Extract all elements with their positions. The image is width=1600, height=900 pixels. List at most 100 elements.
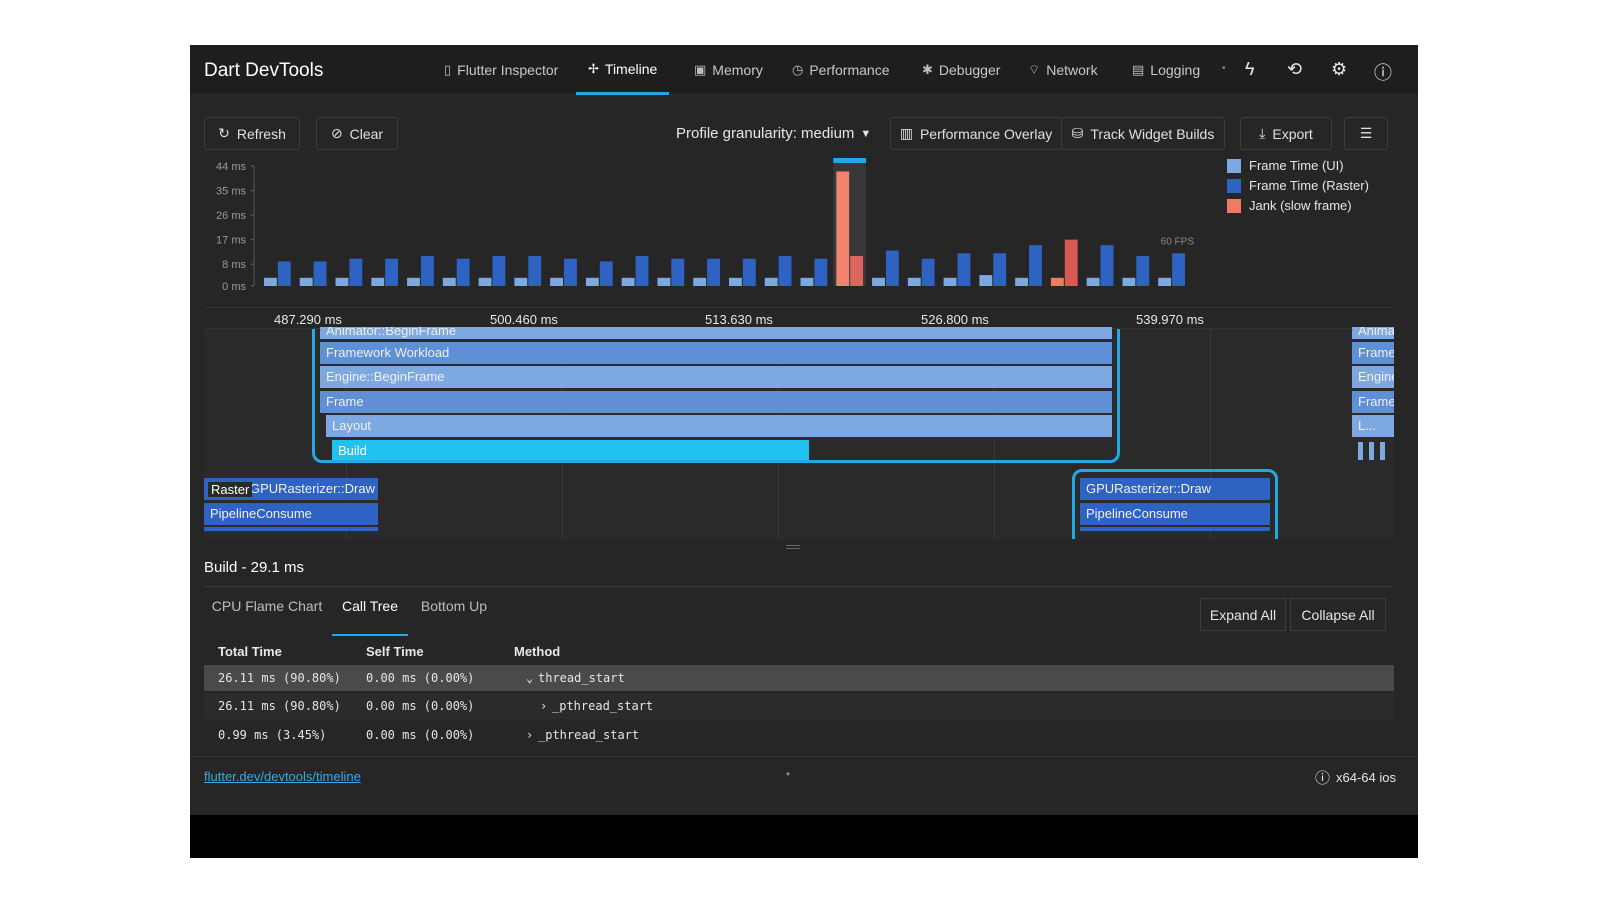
frame-bar-raster[interactable] bbox=[993, 253, 1007, 286]
raster-event-pipeline-left[interactable]: PipelineConsume bbox=[204, 503, 378, 525]
frame-bar-ui[interactable] bbox=[907, 277, 921, 286]
frame-bar-raster[interactable] bbox=[599, 261, 613, 286]
ui-event-layout[interactable]: Layout bbox=[326, 415, 1112, 437]
frame-bar-raster[interactable] bbox=[957, 253, 971, 286]
frame-bar-raster[interactable] bbox=[385, 258, 399, 286]
expand-all-button[interactable]: Expand All bbox=[1200, 598, 1286, 631]
hot-restart-icon[interactable]: ⟲ bbox=[1287, 59, 1303, 79]
frame-bar-ui[interactable] bbox=[585, 277, 599, 286]
frame-bar-ui[interactable] bbox=[299, 277, 313, 286]
frame-bar-ui[interactable] bbox=[371, 277, 385, 286]
ui-event-engine-next[interactable]: Engine: bbox=[1352, 366, 1394, 388]
settings-gear-icon[interactable]: ⚙ bbox=[1331, 59, 1348, 79]
frame-bar-ui[interactable] bbox=[764, 277, 778, 286]
frame-bar-ui[interactable] bbox=[442, 277, 456, 286]
help-icon[interactable]: ⓘ bbox=[1374, 63, 1392, 83]
frame-bar-ui[interactable] bbox=[621, 277, 635, 286]
frame-bar-raster[interactable] bbox=[778, 256, 792, 286]
frame-bar-ui[interactable] bbox=[478, 277, 492, 286]
ui-event-animator-begin-frame[interactable]: Animator::BeginFrame bbox=[320, 327, 1112, 339]
ui-event-build[interactable]: Build bbox=[332, 440, 809, 462]
frame-bar-raster[interactable] bbox=[1100, 245, 1114, 286]
raster-event-pipeline[interactable]: PipelineConsume bbox=[1080, 503, 1270, 525]
frame-bar-ui[interactable] bbox=[1050, 277, 1064, 286]
tab-debugger[interactable]: ✱ Debugger bbox=[922, 45, 1000, 95]
ui-event-engine-begin-frame[interactable]: Engine::BeginFrame bbox=[320, 366, 1112, 388]
frame-bar-ui[interactable] bbox=[407, 277, 420, 286]
table-row[interactable]: 0.99 ms (3.45%) 0.00 ms (0.00%) › _pthre… bbox=[204, 722, 1394, 748]
frame-bar-raster[interactable] bbox=[456, 258, 470, 286]
frame-bar-raster[interactable] bbox=[1029, 245, 1042, 286]
tab-flutter-inspector[interactable]: ▯ Flutter Inspector bbox=[444, 45, 558, 95]
frame-bar-raster[interactable] bbox=[671, 258, 685, 286]
frame-bar-ui[interactable] bbox=[264, 277, 277, 286]
frame-bar-raster[interactable] bbox=[814, 258, 828, 286]
tab-timeline[interactable]: ✢ Timeline bbox=[576, 45, 670, 95]
timeline-settings-button[interactable]: ☰ bbox=[1344, 117, 1388, 150]
frame-bar-ui[interactable] bbox=[1086, 277, 1100, 286]
tab-network[interactable]: ⌔ Network bbox=[1028, 45, 1098, 95]
frame-bar-raster[interactable] bbox=[885, 250, 899, 286]
frame-bar-raster[interactable] bbox=[1172, 253, 1185, 286]
frame-bar-ui[interactable] bbox=[1015, 277, 1029, 286]
collapsed-chevron-icon[interactable]: › bbox=[526, 728, 534, 742]
export-button[interactable]: ⤓ Export bbox=[1240, 117, 1332, 150]
column-header-method[interactable]: Method bbox=[514, 644, 561, 659]
ui-event-small[interactable] bbox=[1358, 442, 1363, 460]
ui-event-framework-workload[interactable]: Framework Workload bbox=[320, 342, 1112, 364]
refresh-button[interactable]: ↻ Refresh bbox=[204, 117, 300, 150]
profile-granularity-dropdown[interactable]: Profile granularity: medium ▼ bbox=[676, 117, 871, 150]
frame-bar-ui[interactable] bbox=[800, 277, 814, 286]
resize-handle-icon[interactable] bbox=[786, 545, 800, 549]
frame-bar-raster[interactable] bbox=[921, 258, 935, 286]
ui-event-animator-next[interactable]: Animat bbox=[1352, 327, 1394, 339]
frame-bar-ui[interactable] bbox=[693, 277, 707, 286]
hot-reload-icon[interactable]: ϟ bbox=[1245, 59, 1255, 79]
frame-bar-raster[interactable] bbox=[492, 256, 506, 286]
frame-bar-ui[interactable] bbox=[979, 275, 993, 286]
tab-call-tree[interactable]: Call Tree bbox=[332, 598, 408, 636]
frame-bar-raster[interactable] bbox=[635, 256, 649, 286]
frame-bar-ui[interactable] bbox=[1122, 277, 1136, 286]
frame-bar-ui[interactable] bbox=[836, 171, 850, 286]
frame-bar-raster[interactable] bbox=[349, 258, 363, 286]
ui-event-small[interactable] bbox=[1380, 442, 1385, 460]
frame-bar-raster[interactable] bbox=[277, 261, 291, 286]
tab-logging[interactable]: ▤ Logging bbox=[1132, 45, 1200, 95]
frame-bar-raster[interactable] bbox=[707, 258, 720, 286]
info-icon[interactable]: ⓘ bbox=[1315, 770, 1331, 787]
clear-button[interactable]: ⊘ Clear bbox=[316, 117, 398, 150]
performance-overlay-button[interactable]: ▥ Performance Overlay bbox=[890, 117, 1062, 150]
frame-bar-raster[interactable] bbox=[564, 258, 577, 286]
raster-event-gpu-draw[interactable]: GPURasterizer::Draw bbox=[1080, 478, 1270, 500]
frame-bar-raster[interactable] bbox=[1136, 256, 1150, 286]
collapse-all-button[interactable]: Collapse All bbox=[1290, 598, 1386, 631]
collapsed-chevron-icon[interactable]: › bbox=[540, 699, 548, 713]
frame-bar-raster[interactable] bbox=[742, 258, 756, 286]
table-row[interactable]: 26.11 ms (90.80%) 0.00 ms (0.00%) ⌄ thre… bbox=[204, 665, 1394, 691]
frame-bar-raster[interactable] bbox=[1064, 239, 1078, 286]
ui-event-frame[interactable]: Frame bbox=[320, 391, 1112, 413]
frame-bar-ui[interactable] bbox=[872, 277, 885, 286]
frame-bar-ui[interactable] bbox=[657, 277, 671, 286]
frame-bar-ui[interactable] bbox=[1158, 277, 1172, 286]
frame-bar-raster[interactable] bbox=[850, 256, 864, 286]
frame-bar-ui[interactable] bbox=[514, 277, 528, 286]
frame-bar-ui[interactable] bbox=[729, 277, 742, 286]
frame-bar-raster[interactable] bbox=[528, 256, 542, 286]
frame-bar-ui[interactable] bbox=[943, 277, 957, 286]
ui-event-framework-next[interactable]: Framew bbox=[1352, 342, 1394, 364]
column-header-self-time[interactable]: Self Time bbox=[366, 644, 424, 659]
frames-bar-chart[interactable]: 44 ms 35 ms 26 ms 17 ms 8 ms 0 ms 60 FPS bbox=[204, 158, 1204, 298]
column-header-total-time[interactable]: Total Time bbox=[218, 644, 282, 659]
docs-link[interactable]: flutter.dev/devtools/timeline bbox=[204, 769, 361, 784]
frame-bar-raster[interactable] bbox=[313, 261, 327, 286]
frame-bar-ui[interactable] bbox=[550, 277, 564, 286]
track-widget-builds-button[interactable]: ⛁ Track Widget Builds bbox=[1061, 117, 1225, 150]
ui-event-layout-next[interactable]: L... bbox=[1352, 415, 1394, 437]
expand-chevron-icon[interactable]: ⌄ bbox=[526, 671, 534, 685]
tab-cpu-flame-chart[interactable]: CPU Flame Chart bbox=[211, 598, 323, 614]
tab-performance[interactable]: ◷ Performance bbox=[792, 45, 890, 95]
tab-memory[interactable]: ▣ Memory bbox=[694, 45, 763, 95]
ui-event-small[interactable] bbox=[1369, 442, 1374, 460]
